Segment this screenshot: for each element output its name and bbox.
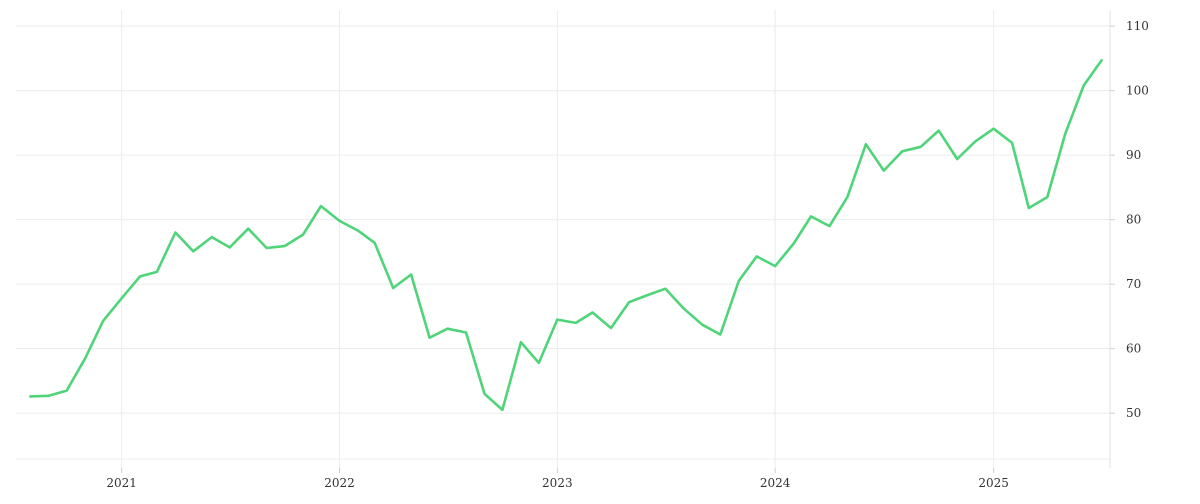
x-tick-label: 2022	[324, 476, 355, 490]
x-tick-label: 2024	[760, 476, 791, 490]
x-tick-label: 2025	[978, 476, 1009, 490]
grid-lines	[16, 10, 1110, 468]
y-tick-label: 80	[1126, 213, 1141, 227]
y-tick-label: 90	[1126, 148, 1141, 162]
y-tick-label: 60	[1126, 342, 1141, 356]
x-tick-label: 2023	[542, 476, 573, 490]
series-line	[29, 59, 1103, 412]
y-axis: 50 60 70 80 90 100 110	[1110, 19, 1149, 420]
y-tick-label: 110	[1126, 19, 1149, 33]
series-points	[29, 59, 1103, 411]
y-tick-label: 50	[1126, 406, 1141, 420]
y-tick-label: 100	[1126, 84, 1149, 98]
x-axis: 2021 2022 2023 2024 2025	[106, 468, 1009, 490]
x-tick-label: 2021	[106, 476, 137, 490]
y-tick-label: 70	[1126, 277, 1141, 291]
